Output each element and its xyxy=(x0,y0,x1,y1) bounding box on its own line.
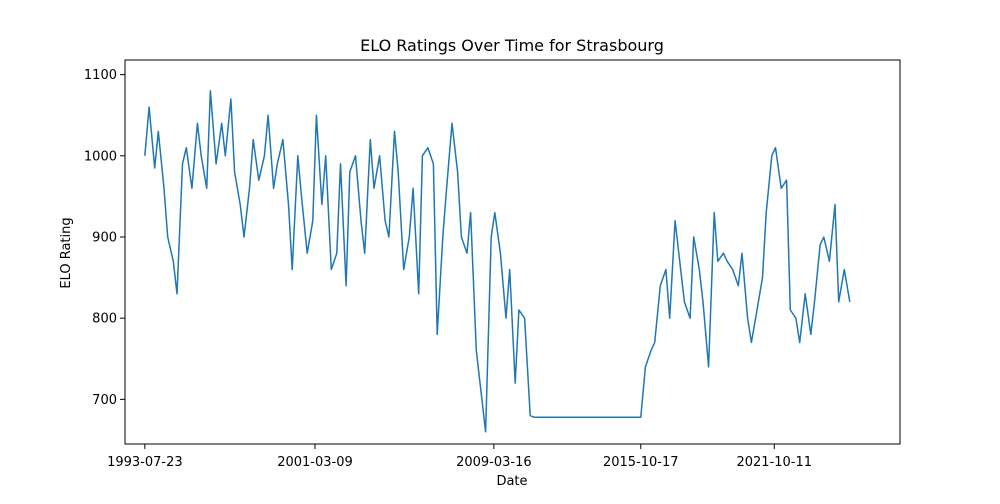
y-tick-label: 1000 xyxy=(84,149,117,164)
series-layer xyxy=(144,90,851,433)
plot-area-frame xyxy=(124,59,901,445)
y-tick-label: 800 xyxy=(92,312,117,327)
x-tick-label: 2001-03-09 xyxy=(277,455,353,470)
axis-ticks: 1993-07-23 2001-03-09 2009-03-16 2015-10-17… xyxy=(84,68,812,470)
x-tick-label: 2015-10-17 xyxy=(603,455,679,470)
x-tick-label: 1993-07-23 xyxy=(107,455,183,470)
y-tick-label: 1100 xyxy=(84,68,117,83)
x-tick-label: 2009-03-16 xyxy=(456,455,532,470)
x-axis-label: Date xyxy=(496,474,527,489)
y-tick-label: 700 xyxy=(92,393,117,408)
y-tick-label: 900 xyxy=(92,230,117,245)
chart-title: ELO Ratings Over Time for Strasbourg xyxy=(360,36,664,55)
y-axis-label: ELO Rating xyxy=(59,217,74,288)
x-tick-label: 2021-10-11 xyxy=(736,455,812,470)
elo-series-line xyxy=(144,90,851,433)
